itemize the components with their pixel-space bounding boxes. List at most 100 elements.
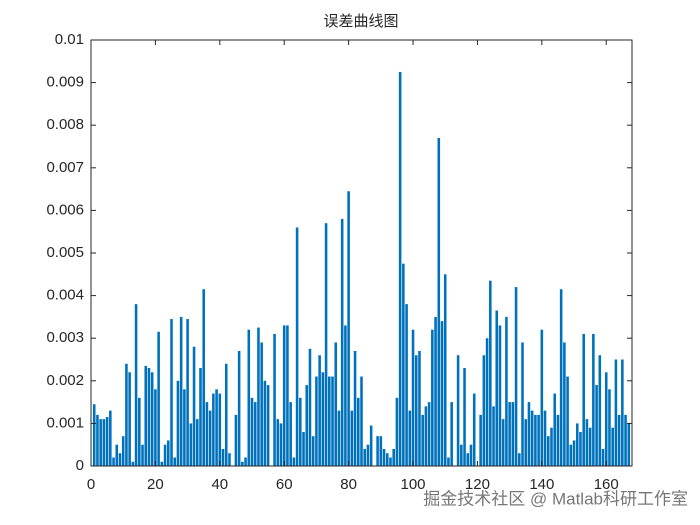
bar [579, 431, 582, 466]
bar [527, 402, 531, 466]
bar [266, 385, 270, 466]
bar [540, 329, 544, 466]
bar [115, 444, 119, 466]
bar [575, 423, 579, 466]
bar [331, 376, 334, 466]
bar [472, 393, 476, 466]
bar [598, 355, 602, 466]
bar [350, 410, 354, 466]
y-tick-label: 0.01 [55, 31, 84, 48]
bar [356, 397, 360, 466]
bar [324, 223, 328, 466]
bar [624, 414, 627, 466]
bar [530, 410, 534, 466]
bar [424, 406, 428, 466]
bar [244, 457, 247, 466]
bar [215, 389, 218, 466]
bar [253, 402, 257, 466]
bar [447, 457, 450, 466]
x-tick-label: 0 [87, 476, 95, 493]
bar [492, 406, 495, 466]
bar [546, 436, 550, 466]
bar [212, 393, 215, 466]
y-tick-label: 0 [76, 457, 84, 474]
bar [160, 461, 164, 466]
bar [170, 319, 173, 466]
bar [382, 448, 386, 466]
bar [385, 453, 389, 466]
bar [221, 448, 225, 466]
bar [434, 316, 437, 466]
bar [466, 453, 470, 466]
bar [109, 410, 112, 466]
bar [414, 355, 418, 466]
bar [337, 410, 341, 466]
y-tick-label: 0.001 [46, 414, 84, 431]
bar [418, 350, 421, 466]
x-tick-label: 60 [276, 476, 293, 493]
y-tick-label: 0.002 [46, 372, 84, 389]
bar [569, 444, 573, 466]
bar [234, 414, 238, 466]
bar [537, 414, 540, 466]
bar [505, 316, 508, 466]
bar [273, 333, 276, 466]
bar [183, 389, 186, 466]
bar [443, 274, 447, 466]
bar [479, 414, 482, 466]
bar [440, 321, 444, 466]
bar [353, 350, 357, 466]
y-tick-label: 0.004 [46, 287, 84, 304]
bar [334, 342, 338, 466]
bar [289, 402, 292, 466]
bar [308, 348, 312, 466]
x-tick-label: 160 [594, 476, 619, 493]
bar [344, 325, 347, 466]
bar [292, 457, 296, 466]
bar [173, 457, 177, 466]
x-tick-label: 80 [340, 476, 357, 493]
bar [556, 414, 560, 466]
bar [518, 453, 521, 466]
bar [260, 342, 263, 466]
bar [582, 333, 585, 466]
bar [92, 404, 96, 466]
bar [247, 329, 251, 466]
bar [450, 402, 453, 466]
bar [102, 419, 106, 466]
bar [585, 419, 589, 466]
bar [617, 414, 621, 466]
bar [501, 419, 505, 466]
bar [405, 304, 408, 466]
bar [134, 304, 138, 466]
bar [128, 372, 131, 466]
bar [147, 368, 151, 466]
bar [305, 385, 309, 466]
bar [431, 329, 434, 466]
bar [125, 363, 128, 466]
bar [189, 423, 193, 466]
bar [376, 436, 379, 466]
bar [302, 431, 305, 466]
bar [392, 448, 395, 466]
bar [588, 427, 592, 466]
bar [456, 355, 460, 466]
bar [166, 440, 170, 466]
bar [511, 402, 515, 466]
bar [282, 325, 286, 466]
bar [369, 425, 373, 466]
bar [286, 325, 289, 466]
bar [138, 397, 141, 466]
x-tick-label: 100 [401, 476, 426, 493]
bar [553, 393, 557, 466]
x-tick-label: 140 [529, 476, 554, 493]
bar [299, 397, 302, 466]
bar [144, 365, 148, 466]
y-tick-label: 0.008 [46, 116, 84, 133]
bar [311, 436, 315, 466]
bar [398, 71, 402, 466]
bar [563, 342, 566, 466]
bar [295, 227, 299, 466]
bar [524, 419, 528, 466]
bar [99, 419, 102, 466]
